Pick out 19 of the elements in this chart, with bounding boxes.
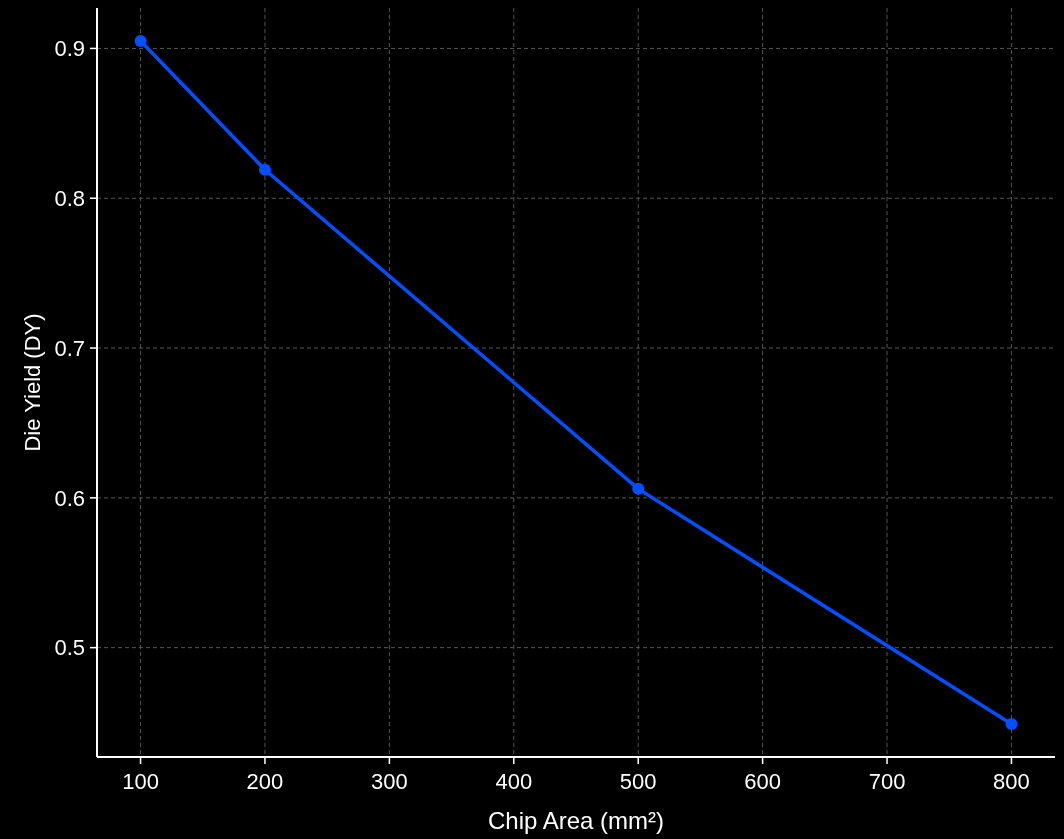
x-tick-label: 200 bbox=[246, 769, 284, 794]
x-axis-title: Chip Area (mm²) bbox=[487, 807, 665, 834]
y-axis-title: Die Yield (DY) bbox=[20, 313, 45, 452]
point bbox=[258, 163, 271, 176]
x-tick-label: 600 bbox=[744, 769, 781, 794]
y-tick-label: 0.9 bbox=[54, 36, 85, 62]
x-tick-label: 800 bbox=[993, 769, 1030, 794]
x-tick-label: 500 bbox=[619, 769, 657, 794]
y-tick-label: 0.7 bbox=[54, 335, 85, 361]
point bbox=[134, 34, 147, 47]
x-tick-label: 300 bbox=[371, 769, 408, 794]
x-tick-label: 700 bbox=[868, 769, 906, 794]
point bbox=[632, 482, 645, 495]
y-tick-label: 0.5 bbox=[54, 635, 85, 661]
y-tick-label: 0.6 bbox=[54, 485, 85, 511]
x-tick-label: 100 bbox=[122, 769, 159, 794]
x-tick-label: 400 bbox=[495, 769, 533, 794]
y-tick-label: 0.8 bbox=[54, 185, 85, 211]
point bbox=[1005, 718, 1018, 731]
